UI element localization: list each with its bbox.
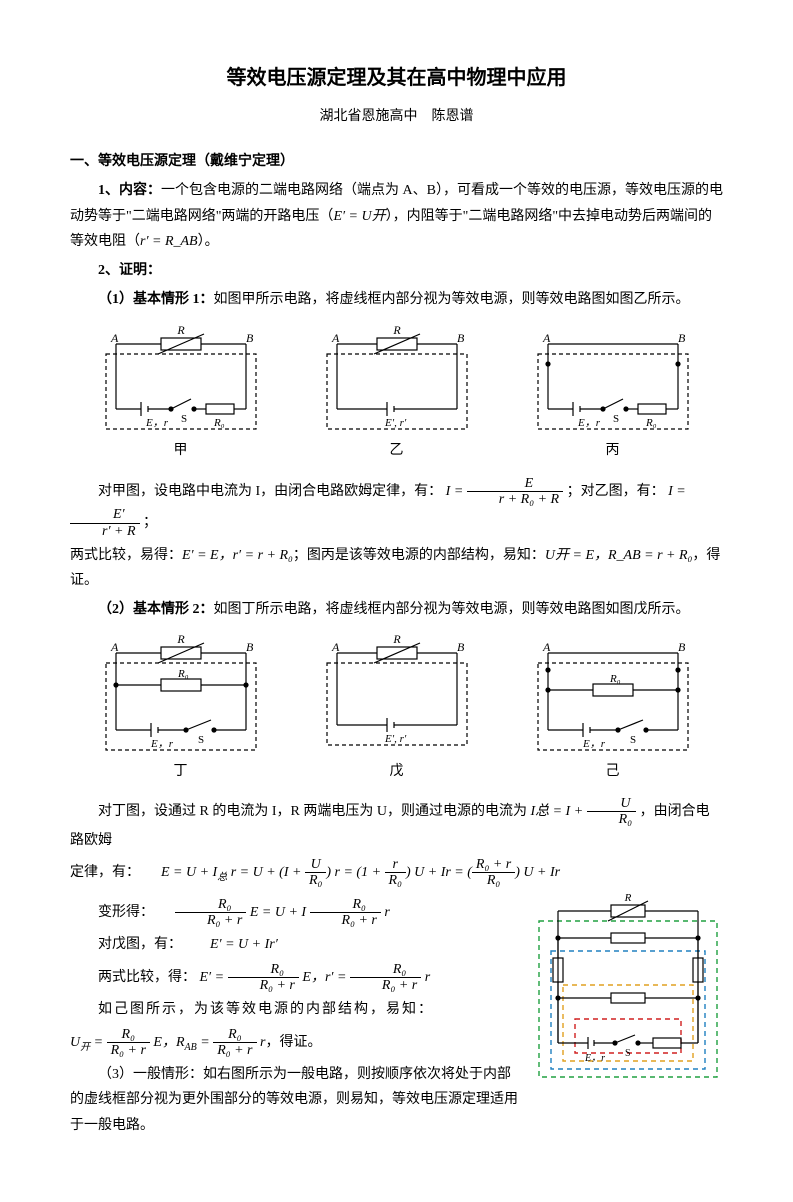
page-title: 等效电压源定理及其在高中物理中应用	[70, 60, 723, 96]
svg-text:R₀: R₀	[609, 673, 621, 685]
svg-text:B: B	[678, 331, 686, 345]
svg-text:E，r: E，r	[584, 1053, 605, 1064]
svg-text:B: B	[246, 331, 254, 345]
svg-text:A: A	[542, 640, 551, 654]
svg-text:E，r: E，r	[582, 738, 606, 750]
figure-row-1: R A B E，r S R₀ 甲	[70, 324, 723, 463]
svg-text:R: R	[392, 324, 401, 337]
svg-text:R: R	[624, 893, 632, 904]
bottom-section: 变形得： R₀R₀ + r E = U + I R₀R₀ + r r 对戊图，有…	[70, 893, 723, 1142]
svg-text:S: S	[625, 1048, 631, 1059]
circuit-jia: R A B E，r S R₀	[96, 324, 266, 434]
svg-text:R₀: R₀	[177, 668, 189, 680]
circuit-general: R E，r S	[533, 893, 723, 1083]
derivation-1: 对甲图，设电路中电流为 I，由闭合电路欧姆定律，有： I = Er + R₀ +…	[70, 476, 723, 540]
svg-text:E，r: E，r	[145, 417, 169, 429]
case3-paragraph: （3）一般情形：如右图所示为一般电路，则按顺序依次将处于内部的虚线框部分视为更外…	[70, 1062, 521, 1138]
fig-wu: R A B E′, r′ 戊	[317, 635, 477, 784]
author-line: 湖北省恩施高中 陈恩谱	[70, 104, 723, 129]
svg-text:R: R	[392, 635, 401, 646]
case1-paragraph: （1）基本情形 1：如图甲所示电路，将虚线框内部分视为等效电源，则等效电路图如图…	[70, 287, 723, 312]
svg-text:A: A	[110, 640, 119, 654]
derivation-1b: 两式比较，易得：E′ = E，r′ = r + R₀；图丙是该等效电源的内部结构…	[70, 543, 723, 593]
fig-bing: A B E，r S R₀ 丙	[528, 324, 698, 463]
circuit-wu: R A B E′, r′	[317, 635, 477, 755]
figure-row-2: R A B R₀ E，r S 丁	[70, 635, 723, 784]
svg-text:E′, r′: E′, r′	[384, 733, 407, 745]
fig-general: R E，r S	[533, 893, 723, 1083]
svg-text:R: R	[176, 324, 185, 337]
eq-wu: 对戊图，有： E′ = U + Ir′	[70, 932, 521, 957]
eq-transform: 变形得： R₀R₀ + r E = U + I R₀R₀ + r r	[70, 897, 521, 929]
svg-text:A: A	[542, 331, 551, 345]
fig-ji: A B R₀ E，r S 己	[528, 635, 698, 784]
section1-heading: 一、等效电压源定理（戴维宁定理）	[70, 149, 723, 174]
circuit-ji: A B R₀ E，r S	[528, 635, 698, 755]
fig-jia: R A B E，r S R₀ 甲	[96, 324, 266, 463]
eq-ji-result: U开 = R₀R₀ + r E，RAB = R₀R₀ + r r，得证。	[70, 1027, 521, 1059]
derivation-2b: 定律，有： E = U + I总 r = U + (I + UR₀) r = (…	[70, 857, 723, 889]
fig-ding: R A B R₀ E，r S 丁	[96, 635, 266, 784]
svg-text:E，r: E，r	[150, 738, 174, 750]
svg-text:A: A	[331, 640, 340, 654]
case2-paragraph: （2）基本情形 2：如图丁所示电路，将虚线框内部分视为等效电源，则等效电路图如图…	[70, 597, 723, 622]
svg-text:S: S	[630, 734, 636, 746]
svg-text:B: B	[457, 331, 465, 345]
svg-text:S: S	[613, 413, 619, 425]
svg-text:A: A	[331, 331, 340, 345]
svg-text:A: A	[110, 331, 119, 345]
derivation-2a: 对丁图，设通过 R 的电流为 I，R 两端电压为 U，则通过电源的电流为 I总 …	[70, 796, 723, 853]
svg-text:E′, r′: E′, r′	[384, 417, 407, 429]
svg-text:B: B	[246, 640, 254, 654]
svg-text:R₀: R₀	[645, 417, 657, 429]
circuit-yi: R A B E′, r′	[317, 324, 477, 434]
circuit-ding: R A B R₀ E，r S	[96, 635, 266, 755]
svg-text:E，r: E，r	[577, 417, 601, 429]
eq-compare: 两式比较，得： E′ = R₀R₀ + r E，r′ = R₀R₀ + r r	[70, 962, 521, 994]
svg-text:S: S	[198, 734, 204, 746]
svg-text:R: R	[176, 635, 185, 646]
svg-text:B: B	[678, 640, 686, 654]
proof-label: 2、证明：	[70, 258, 723, 283]
eq-ji-conclusion: 如己图所示，为该等效电源的内部结构，易知：	[70, 997, 521, 1022]
svg-text:R₀: R₀	[213, 417, 225, 429]
circuit-bing: A B E，r S R₀	[528, 324, 698, 434]
fig-yi: R A B E′, r′ 乙	[317, 324, 477, 463]
content-paragraph: 1、内容：一个包含电源的二端电路网络（端点为 A、B），可看成一个等效的电压源，…	[70, 178, 723, 254]
svg-text:S: S	[181, 413, 187, 425]
svg-text:B: B	[457, 640, 465, 654]
